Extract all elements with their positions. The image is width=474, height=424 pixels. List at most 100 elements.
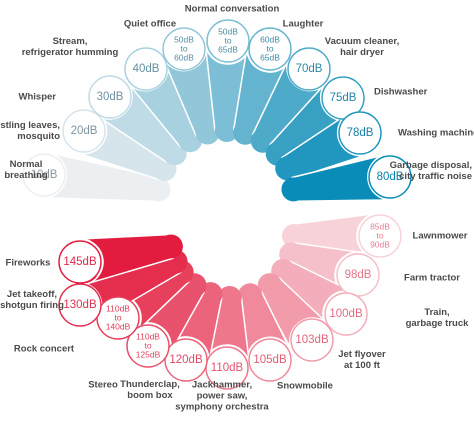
level-circle: [88, 75, 132, 119]
source-label: Normal: [10, 159, 43, 170]
source-label: Jet flyover: [338, 349, 386, 360]
level-item: 145dB Fireworks: [6, 240, 102, 284]
level-circle: [321, 76, 365, 120]
level-text: 145dB: [63, 256, 97, 268]
level-text: 98dB: [345, 269, 372, 281]
source-label: refrigerator humming: [22, 47, 119, 58]
level-text: to: [376, 230, 383, 240]
petal-tip: [146, 177, 171, 202]
level-circle: [248, 27, 292, 71]
level-text: 65dB: [260, 52, 280, 62]
level-text: 50dB: [218, 26, 238, 36]
level-text: 40dB: [133, 63, 160, 75]
level-text: to: [266, 43, 273, 53]
source-label: symphony orchestra: [175, 402, 269, 413]
petal: [291, 153, 393, 203]
source-label: Thunderclap,: [120, 379, 180, 390]
petal-tip: [282, 224, 306, 248]
source-label: at 100 ft: [344, 360, 381, 371]
petal-tip: [238, 283, 263, 308]
source-label: Garbage disposal,: [390, 160, 472, 171]
level-item: 20dB Rustling leaves,mosquito: [0, 109, 106, 153]
level-text: 65dB: [218, 44, 238, 54]
level-circle: [164, 338, 208, 382]
petal-tip: [214, 118, 239, 143]
source-label: Quiet office: [124, 19, 176, 30]
source-label: Jet takeoff,: [7, 289, 57, 300]
source-label: Lawnmower: [413, 231, 468, 242]
level-circle: [62, 109, 106, 153]
level-text: to: [224, 35, 231, 45]
level-circle: [58, 240, 102, 284]
source-label: Normal conversation: [185, 4, 280, 15]
level-circle: [58, 283, 102, 327]
source-label: Vacuum cleaner,: [325, 36, 399, 47]
source-label: power saw,: [197, 391, 248, 402]
level-item: 40dB Stream,refrigerator humming: [22, 36, 168, 91]
level-text: 70dB: [296, 63, 323, 75]
level-text: 80dB: [377, 171, 404, 183]
level-item: 30dB Whisper: [19, 75, 132, 119]
level-item: 120dB Thunderclap,boom box: [120, 338, 208, 401]
petal: [75, 233, 174, 286]
level-circle: [290, 318, 334, 362]
source-label: Washing machine: [398, 128, 474, 139]
source-label: Rustling leaves,: [0, 120, 60, 131]
level-text: 130dB: [63, 299, 97, 311]
level-circle: [338, 111, 382, 155]
level-text: to: [144, 340, 151, 350]
petal-tip: [158, 234, 183, 259]
level-item: 70dB Vacuum cleaner,hair dryer: [287, 36, 399, 91]
petal-tip: [195, 120, 220, 145]
level-text: 10dB: [31, 169, 58, 181]
level-text: 60dB: [260, 34, 280, 44]
source-label: Fireworks: [6, 258, 51, 269]
source-label: shotgun firing: [0, 300, 64, 311]
source-label: Laughter: [283, 19, 324, 30]
source-label: Jackhammer,: [192, 380, 252, 391]
level-text: 103dB: [295, 334, 329, 346]
level-text: 75dB: [330, 92, 357, 104]
source-label: Dishwasher: [374, 87, 428, 98]
source-label: boom box: [127, 390, 173, 401]
level-text: 120dB: [169, 354, 203, 366]
level-circle: [287, 47, 331, 91]
level-item: 78dB Washing machine: [338, 111, 474, 155]
level-text: 30dB: [97, 91, 124, 103]
source-label: Whisper: [19, 92, 57, 103]
level-text: 140dB: [106, 321, 131, 331]
level-text: 105dB: [253, 354, 287, 366]
level-circle: [162, 27, 206, 71]
level-item: 98dB Farm tractor: [336, 253, 460, 297]
source-label: Stream,: [53, 36, 88, 47]
level-text: 85dB: [370, 221, 390, 231]
level-circle: [126, 324, 170, 368]
petal-tip: [275, 156, 300, 181]
level-text: 100dB: [329, 308, 363, 320]
level-text: 110dB: [211, 362, 244, 374]
level-circle: [206, 19, 250, 63]
petal: [41, 151, 161, 203]
level-circle: [248, 338, 292, 382]
level-text: to: [114, 312, 121, 322]
level-text: 110dB: [106, 303, 130, 313]
level-text: 125dB: [136, 349, 161, 359]
level-circle: [22, 153, 66, 197]
source-label: Stereo: [88, 380, 118, 391]
petal-tip: [217, 285, 242, 310]
level-text: 90dB: [370, 239, 390, 249]
level-text: 20dB: [71, 125, 98, 137]
level-item: 130dB Jet takeoff,shotgun firing: [0, 283, 102, 327]
level-circle: [124, 47, 168, 91]
petal-tip: [281, 177, 306, 202]
source-label: city traffic noise: [399, 171, 472, 182]
